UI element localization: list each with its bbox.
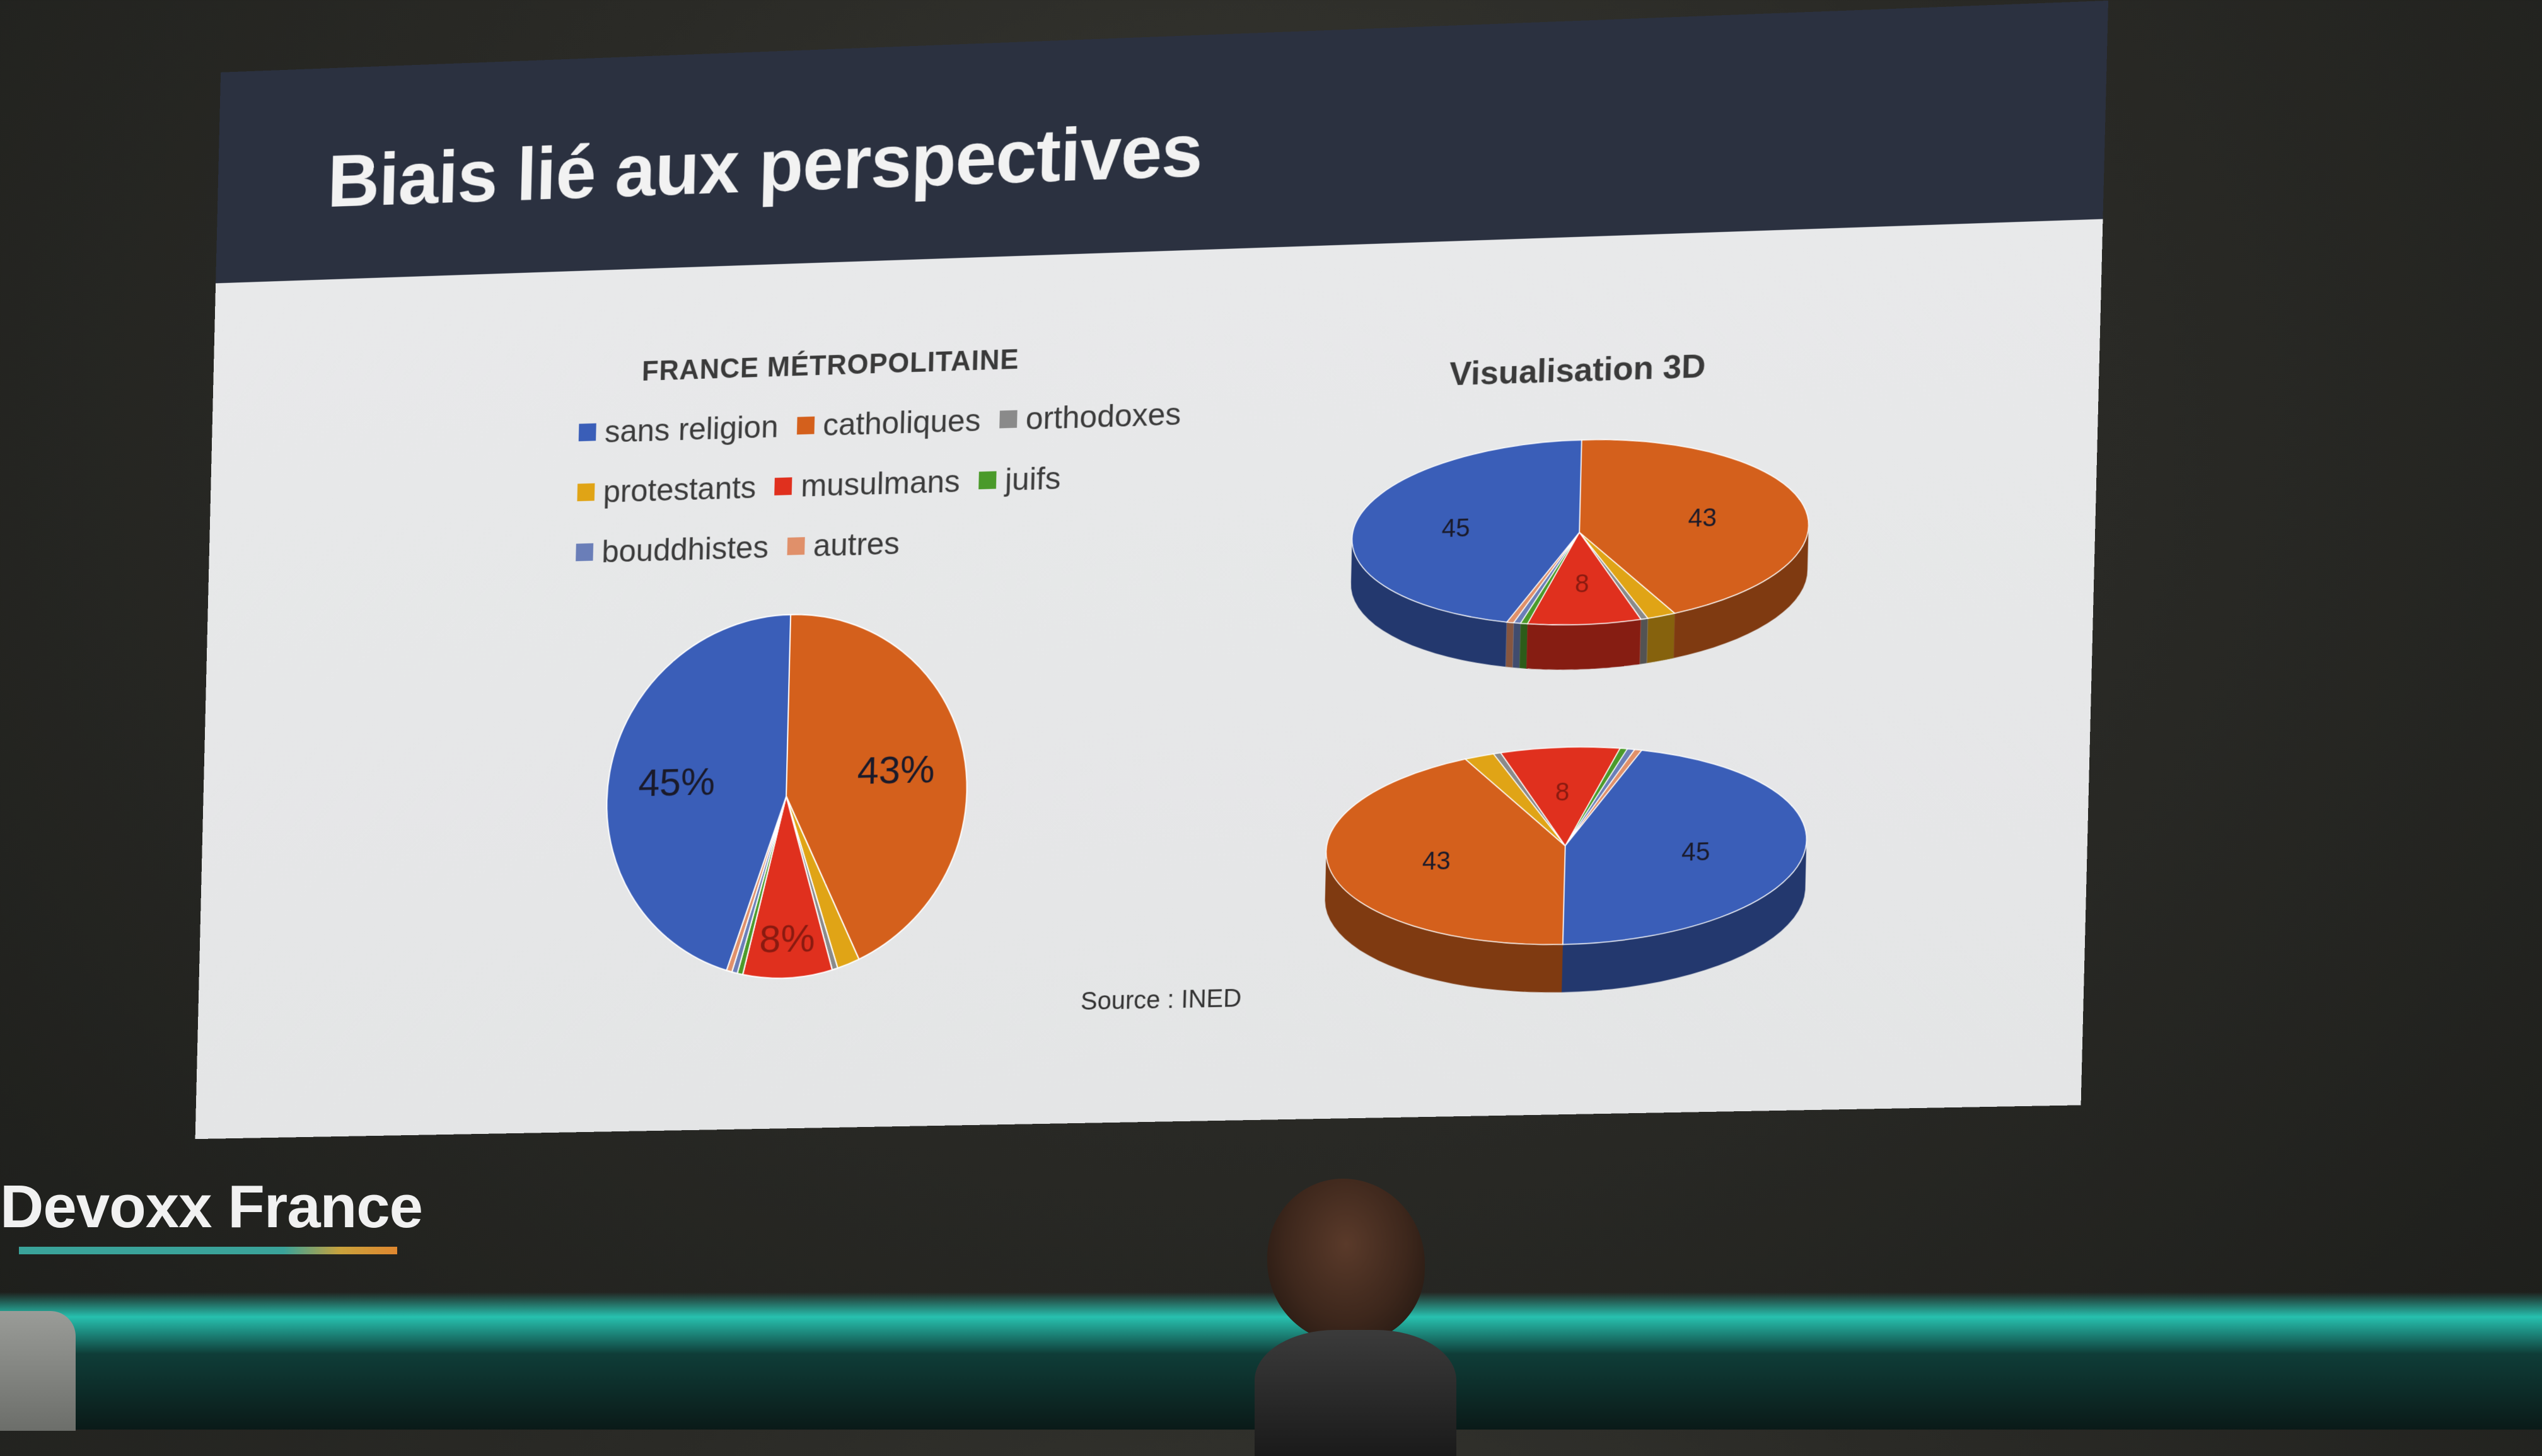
slide-title: Biais lié aux perspectives — [327, 108, 1203, 224]
source-note: Source : INED — [1080, 985, 1241, 1016]
legend-item-orthodoxes: orthodoxes — [999, 396, 1182, 438]
pie-chart-title: FRANCE MÉTROPOLITAINE — [642, 344, 1020, 388]
legend-item-protestants: protestants — [577, 469, 757, 511]
legend-swatch — [577, 483, 595, 502]
legend-label: protestants — [603, 469, 757, 510]
legend-item-autres: autres — [787, 525, 900, 565]
audience-member-body — [1255, 1330, 1456, 1456]
pie-3d-side-musulmans — [1526, 620, 1641, 671]
legend-swatch — [787, 537, 804, 555]
event-logo: Devoxx France — [0, 1172, 422, 1242]
legend-item-juifs: juifs — [978, 459, 1061, 499]
legend-label: autres — [813, 525, 900, 564]
legend-label: musulmans — [801, 463, 961, 504]
legend-label: orthodoxes — [1025, 396, 1181, 437]
legend-label: sans religion — [604, 408, 779, 450]
pie-3d-data-label: 43 — [1422, 846, 1451, 875]
pie-chart-3d-bottom: 43 8 45 — [1307, 714, 1825, 1024]
legend-item-catholiques: catholiques — [796, 402, 981, 444]
pie-data-label: 45% — [638, 760, 716, 805]
chart-legend: sans religion catholiques orthodoxes pro… — [575, 393, 1265, 594]
legend-swatch — [999, 410, 1017, 429]
pie-3d-data-label: 8 — [1555, 778, 1570, 806]
pie-3d-side-bouddhistes — [1512, 623, 1521, 668]
legend-label: bouddhistes — [601, 529, 769, 570]
event-logo-bar — [19, 1247, 397, 1254]
event-logo-text: Devoxx France — [0, 1172, 422, 1242]
pie-data-label: 8% — [759, 916, 816, 961]
legend-swatch — [775, 477, 792, 495]
legend-swatch — [576, 543, 593, 562]
pie-chart-3d-top: 43 8 45 — [1333, 407, 1826, 701]
legend-item-sans-religion: sans religion — [578, 408, 779, 451]
audience-member-head — [1267, 1179, 1425, 1343]
pie-3d-data-label: 43 — [1688, 504, 1717, 533]
legend-item-musulmans: musulmans — [774, 463, 960, 505]
presentation-slide: Biais lié aux perspectives FRANCE MÉTROP… — [195, 1, 2108, 1139]
legend-item-bouddhistes: bouddhistes — [576, 529, 769, 570]
legend-swatch — [579, 424, 596, 442]
pie-3d-side-orthodoxes — [1640, 618, 1648, 664]
pie-3d-data-label: 45 — [1441, 514, 1470, 543]
pie-3d-title: Visualisation 3D — [1449, 347, 1706, 393]
pie-3d-side-juifs — [1519, 623, 1528, 669]
pie-data-label: 43% — [857, 747, 935, 792]
pie-3d-data-label: 45 — [1681, 838, 1710, 867]
legend-swatch — [978, 471, 996, 490]
pie-3d-side-autres — [1506, 622, 1514, 668]
pie-3d-side-protestants — [1647, 613, 1674, 663]
legend-label: juifs — [1004, 459, 1061, 498]
slide-body: FRANCE MÉTROPOLITAINE sans religion cath… — [195, 219, 2103, 1139]
legend-swatch — [797, 417, 815, 435]
speaker-figure — [0, 1311, 76, 1431]
pie-3d-data-label: 8 — [1575, 569, 1590, 598]
pie-chart-2d: 43% 8% 45% — [590, 597, 984, 995]
legend-label: catholiques — [823, 402, 981, 444]
